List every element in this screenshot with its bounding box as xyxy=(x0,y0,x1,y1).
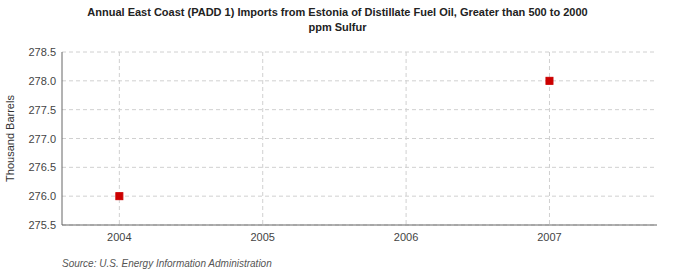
y-axis-label: Thousand Barrels xyxy=(4,95,16,182)
point xyxy=(116,193,123,200)
y-grid-line xyxy=(62,52,657,53)
y-tick-label: 275.5 xyxy=(28,219,56,231)
y-tick-label: 277.5 xyxy=(28,104,56,116)
chart-container: Annual East Coast (PADD 1) Imports from … xyxy=(0,0,675,275)
y-grid-line xyxy=(62,80,657,81)
y-grid-line xyxy=(62,109,657,110)
y-grid-line xyxy=(62,167,657,168)
y-tick-label: 277.0 xyxy=(28,133,56,145)
grid xyxy=(62,52,657,225)
y-axis-line xyxy=(62,52,63,225)
x-tick-label: 2005 xyxy=(250,231,274,243)
subtitle: ppm Sulfur xyxy=(308,21,367,33)
x-grid-line xyxy=(262,52,263,225)
y-grid-line xyxy=(62,225,657,226)
y-grid-line xyxy=(62,196,657,197)
axes: 275.5 276.0 276.5 277.0 277.5 278.0 278.5 2004 2… xyxy=(4,46,657,243)
y-tick-label: 276.5 xyxy=(28,161,56,173)
x-tick-label: 2007 xyxy=(537,231,561,243)
y-tick-label: 276.0 xyxy=(28,190,56,202)
x-tick-label: 2004 xyxy=(107,231,131,243)
x-tick-label: 2006 xyxy=(394,231,418,243)
source-note: Source: U.S. Energy Information Administ… xyxy=(62,258,272,269)
title: Annual East Coast (PADD 1) Imports from … xyxy=(87,6,587,18)
data-points xyxy=(116,77,553,199)
y-tick-label: 278.5 xyxy=(28,46,56,58)
chart-svg: Annual East Coast (PADD 1) Imports from … xyxy=(0,0,675,275)
y-grid-line xyxy=(62,138,657,139)
y-tick-label: 278.0 xyxy=(28,75,56,87)
x-axis-line xyxy=(62,225,657,226)
point xyxy=(546,77,553,84)
x-grid-line xyxy=(406,52,407,225)
